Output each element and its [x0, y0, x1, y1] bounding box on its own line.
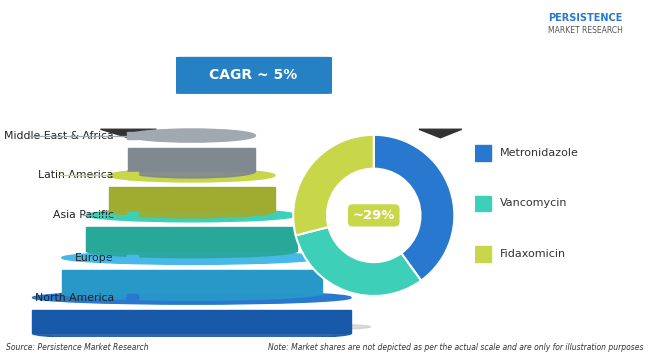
Polygon shape [109, 187, 275, 211]
Polygon shape [86, 227, 297, 251]
Text: Metronidazole: Metronidazole [500, 148, 578, 158]
Text: Note: Market shares are not depicted as per the actual scale and are only for il: Note: Market shares are not depicted as … [268, 343, 644, 352]
Text: By Region: By Region [93, 104, 164, 117]
Bar [474, 246, 491, 262]
Polygon shape [62, 270, 322, 294]
Text: North America: North America [34, 293, 114, 303]
Polygon shape [128, 148, 255, 172]
Polygon shape [100, 129, 156, 138]
Bar [474, 145, 491, 161]
Ellipse shape [128, 129, 255, 142]
Bar [474, 196, 491, 211]
Text: Asia Pacific: Asia Pacific [53, 210, 114, 220]
Text: PERSISTENCE: PERSISTENCE [549, 13, 623, 23]
Ellipse shape [109, 169, 275, 182]
Text: Global Clostridium difficile Infection Treatment, 2019: Global Clostridium difficile Infection T… [13, 19, 495, 34]
Bar [127, 255, 138, 261]
Wedge shape [293, 135, 374, 236]
Polygon shape [419, 129, 462, 138]
Text: Europe: Europe [75, 253, 114, 263]
Text: Middle East & Africa: Middle East & Africa [4, 131, 114, 141]
Text: MARKET RESEARCH: MARKET RESEARCH [548, 25, 623, 34]
Text: By Drug: By Drug [412, 104, 469, 117]
Ellipse shape [86, 209, 297, 222]
Bar [127, 212, 138, 218]
Wedge shape [296, 227, 421, 296]
Ellipse shape [128, 165, 255, 178]
Text: Fidaxomicin: Fidaxomicin [500, 249, 566, 259]
Ellipse shape [109, 205, 275, 218]
Ellipse shape [62, 287, 322, 300]
Polygon shape [32, 309, 351, 334]
Wedge shape [374, 135, 454, 281]
FancyBboxPatch shape [172, 57, 335, 94]
Ellipse shape [86, 244, 297, 258]
Ellipse shape [32, 291, 351, 304]
Text: ~29%: ~29% [352, 209, 395, 222]
Text: CAGR ~ 5%: CAGR ~ 5% [209, 69, 298, 82]
Ellipse shape [32, 327, 351, 340]
Bar [127, 132, 138, 139]
Text: Vancomycin: Vancomycin [500, 199, 567, 209]
Text: Latin America: Latin America [38, 171, 114, 181]
Bar [127, 294, 138, 301]
Bar [127, 172, 138, 178]
Ellipse shape [32, 322, 370, 331]
Ellipse shape [62, 251, 322, 264]
Text: Source: Persistence Market Research: Source: Persistence Market Research [6, 343, 149, 352]
